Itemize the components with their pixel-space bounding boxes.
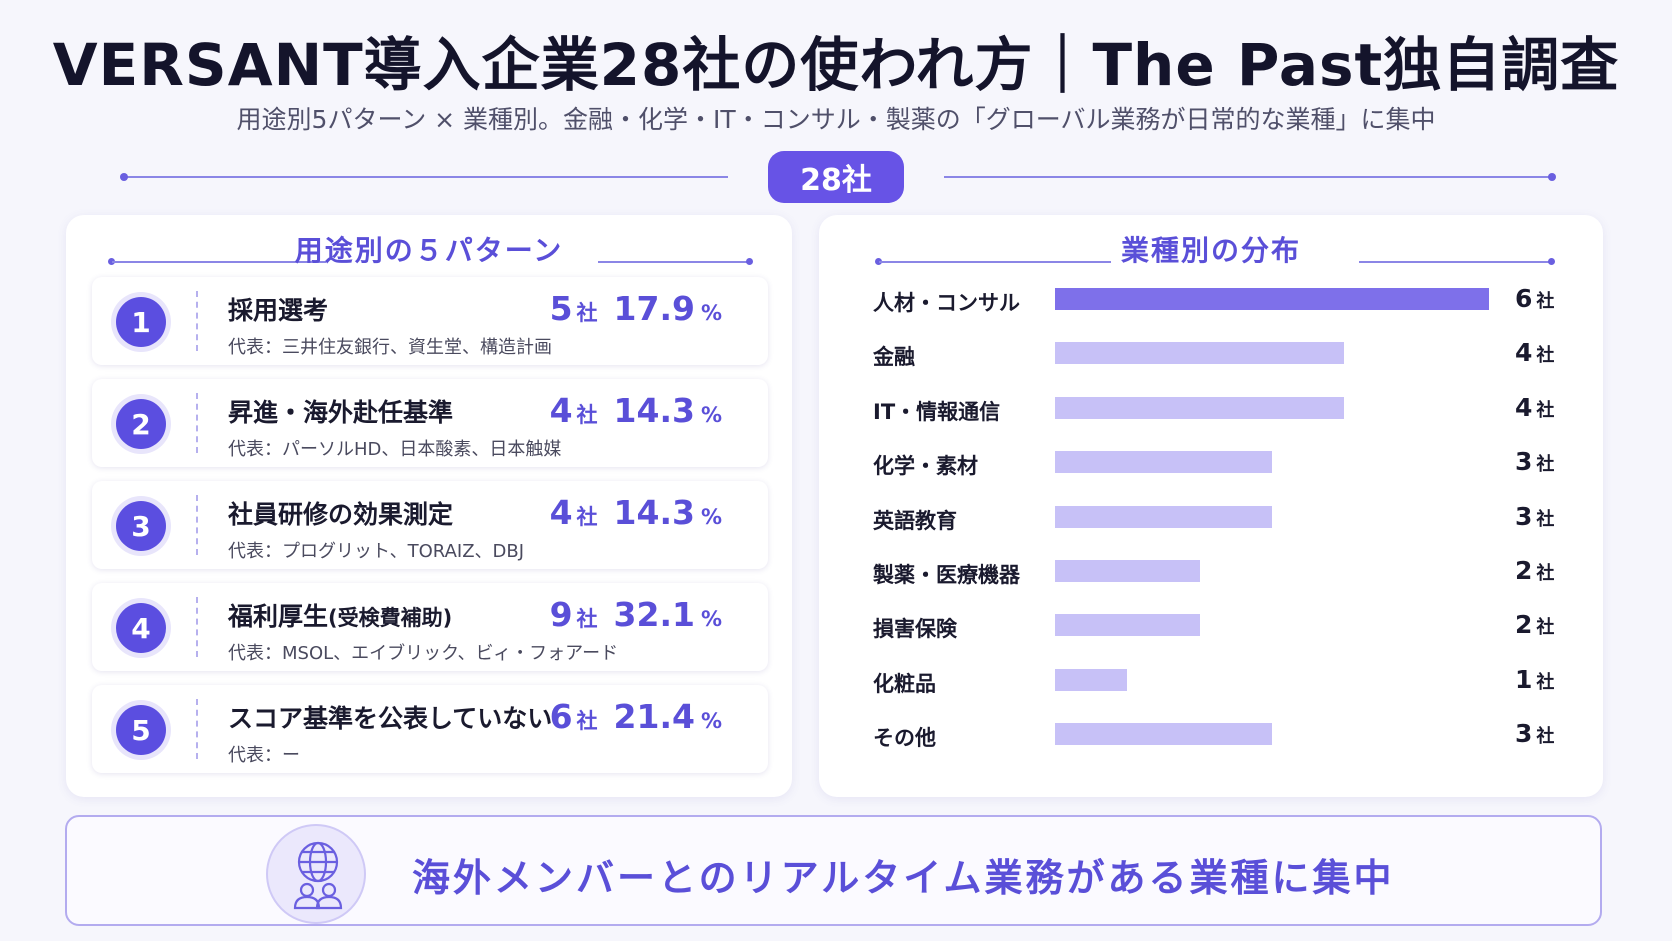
bar bbox=[1055, 560, 1200, 582]
pattern-stat: 4 社 14.3% bbox=[549, 493, 722, 532]
header-line-right bbox=[1359, 261, 1551, 263]
total-count-badge: 28社 bbox=[768, 151, 904, 203]
header-dot-right bbox=[1548, 258, 1555, 265]
pattern-name: スコア基準を公表していない bbox=[228, 704, 553, 733]
usage-patterns-title: 用途別の５パターン bbox=[294, 234, 564, 267]
summary-banner: 海外メンバーとのリアルタイム業務がある業種に集中 bbox=[65, 815, 1602, 926]
header-dot-left bbox=[875, 258, 882, 265]
pattern-name: 採用選考 bbox=[228, 296, 329, 325]
pattern-name: 社員研修の効果測定 bbox=[228, 500, 454, 529]
industry-distribution-panel: 業種別の分布 人材・コンサル 6 社金融 4 社 IT・情報通信 4 社化学・素材 3 社英語教育… bbox=[819, 215, 1603, 797]
industry-distribution-header: 業種別の分布 bbox=[819, 229, 1603, 269]
pattern-representatives: 代表：ー bbox=[228, 745, 300, 766]
pattern-stat: 4 社 14.3% bbox=[549, 391, 722, 430]
card-separator bbox=[196, 495, 198, 555]
header-line-left bbox=[879, 261, 1111, 263]
pattern-representatives: 代表：パーソルHD、日本酸素、日本触媒 bbox=[228, 439, 562, 460]
summary-message: 海外メンバーとのリアルタイム業務がある業種に集中 bbox=[412, 856, 1395, 900]
card-separator bbox=[196, 597, 198, 657]
bar bbox=[1055, 614, 1200, 637]
chart-title: 業種別の分布 bbox=[1120, 234, 1301, 267]
bar-category-label: 英語教育 bbox=[873, 508, 957, 533]
bar bbox=[1055, 396, 1345, 419]
pattern-stat: 9 社 32.1% bbox=[549, 595, 722, 634]
bar bbox=[1055, 288, 1489, 310]
bar-category-label: 製薬・医療機器 bbox=[873, 563, 1020, 587]
usage-patterns-panel: 用途別の５パターン 1 採用選考 代表：三井住友銀行、資生堂、構造計画 5 社 17… bbox=[66, 215, 792, 797]
bar bbox=[1055, 723, 1272, 746]
pattern-name: 昇進・海外赴任基準 bbox=[228, 398, 454, 427]
header-divider-dot-left bbox=[120, 173, 128, 181]
pattern-number-badge: 5 bbox=[116, 705, 166, 755]
pattern-representatives: 代表：MSOL、エイブリック、ビィ・フォアード bbox=[228, 643, 619, 664]
usage-patterns-header: 用途別の５パターン bbox=[66, 229, 792, 269]
bar-category-label: その他 bbox=[873, 726, 936, 751]
card-separator bbox=[196, 291, 198, 351]
bar-category-label: 化粧品 bbox=[873, 671, 936, 696]
pattern-number-badge: 1 bbox=[116, 297, 166, 347]
card-separator bbox=[196, 393, 198, 453]
bar bbox=[1055, 451, 1272, 474]
header-divider-dot-right bbox=[1548, 173, 1556, 181]
bar-category-label: 化学・素材 bbox=[873, 454, 978, 479]
pattern-number-badge: 3 bbox=[116, 501, 166, 551]
bar-category-label: IT・情報通信 bbox=[873, 399, 1001, 424]
pattern-representatives: 代表：三井住友銀行、資生堂、構造計画 bbox=[228, 337, 552, 358]
bar bbox=[1055, 342, 1345, 365]
header-line-left bbox=[112, 261, 326, 263]
bar-category-label: 金融 bbox=[873, 345, 915, 370]
pattern-card: 3 社員研修の効果測定 代表：プログリット、TORAIZ、DBJ 4 社 14.3% bbox=[92, 481, 768, 569]
pattern-number-badge: 2 bbox=[116, 399, 166, 449]
pattern-card: 5 スコア基準を公表していない 代表：ー 6 社 21.4% bbox=[92, 685, 768, 773]
pattern-stat: 6 社 21.4% bbox=[549, 697, 722, 736]
pattern-representatives: 代表：プログリット、TORAIZ、DBJ bbox=[228, 541, 525, 562]
card-separator bbox=[196, 699, 198, 759]
bar bbox=[1055, 505, 1272, 528]
bar-category-label: 人材・コンサル bbox=[873, 291, 1020, 315]
pattern-name: 福利厚生(受検費補助) bbox=[228, 602, 453, 631]
pattern-stat: 5 社 17.9% bbox=[549, 289, 722, 328]
pattern-card: 1 採用選考 代表：三井住友銀行、資生堂、構造計画 5 社 17.9% bbox=[92, 277, 768, 365]
globe-people-icon bbox=[266, 824, 366, 924]
pattern-number-badge: 4 bbox=[116, 603, 166, 653]
header-divider-right bbox=[944, 176, 1552, 178]
page-subtitle: 用途別5パターン × 業種別。金融・化学・IT・コンサル・製薬の「グローバル業務… bbox=[236, 105, 1436, 134]
header-dot-left bbox=[108, 258, 115, 265]
header-divider-left bbox=[124, 176, 728, 178]
bar bbox=[1055, 668, 1128, 691]
header-dot-right bbox=[746, 258, 753, 265]
bar-category-label: 損害保険 bbox=[873, 617, 957, 642]
pattern-card: 2 昇進・海外赴任基準 代表：パーソルHD、日本酸素、日本触媒 4 社 14.3% bbox=[92, 379, 768, 467]
header-line-right bbox=[598, 261, 750, 263]
page-title: VERSANT導入企業28社の使われ方｜The Past独自調査 bbox=[52, 31, 1620, 99]
